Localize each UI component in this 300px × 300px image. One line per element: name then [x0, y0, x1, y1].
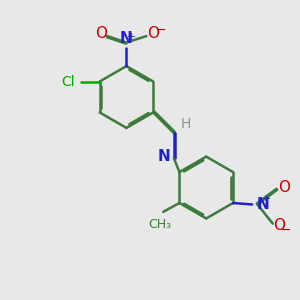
Text: O: O: [148, 26, 160, 41]
Text: +: +: [261, 194, 271, 204]
Text: N: N: [120, 31, 133, 46]
Text: −: −: [155, 24, 166, 37]
Text: O: O: [95, 26, 107, 41]
Text: Cl: Cl: [61, 74, 75, 88]
Text: CH₃: CH₃: [149, 218, 172, 231]
Text: −: −: [281, 224, 291, 237]
Text: O: O: [278, 180, 290, 195]
Text: +: +: [127, 32, 136, 42]
Text: N: N: [158, 149, 171, 164]
Text: H: H: [181, 117, 191, 131]
Text: N: N: [256, 197, 269, 212]
Text: O: O: [273, 218, 285, 233]
